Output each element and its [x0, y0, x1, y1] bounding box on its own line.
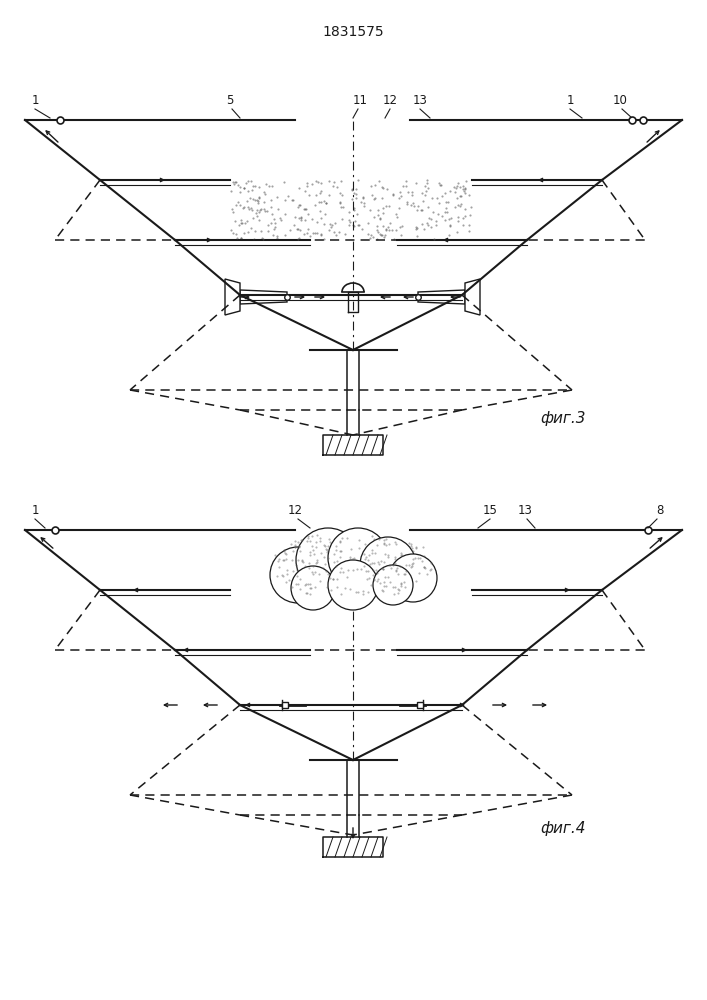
- Circle shape: [296, 528, 360, 592]
- Text: фиг.3: фиг.3: [540, 410, 585, 426]
- Circle shape: [360, 537, 416, 593]
- Circle shape: [291, 566, 335, 610]
- Text: фиг.4: фиг.4: [540, 820, 585, 836]
- Polygon shape: [240, 290, 287, 304]
- Polygon shape: [225, 279, 240, 315]
- Circle shape: [328, 560, 378, 610]
- Text: 13: 13: [518, 504, 532, 517]
- Text: 8: 8: [656, 504, 664, 517]
- Text: 1: 1: [31, 504, 39, 517]
- Text: 13: 13: [413, 94, 428, 107]
- Text: 1: 1: [31, 94, 39, 107]
- Circle shape: [328, 528, 388, 588]
- Circle shape: [270, 547, 326, 603]
- Text: 11: 11: [353, 94, 368, 107]
- Polygon shape: [465, 279, 480, 315]
- Text: 15: 15: [483, 504, 498, 517]
- Circle shape: [373, 565, 413, 605]
- Circle shape: [389, 554, 437, 602]
- Text: 12: 12: [382, 94, 397, 107]
- Text: 12: 12: [288, 504, 303, 517]
- Text: 1831575: 1831575: [322, 25, 384, 39]
- Polygon shape: [418, 290, 465, 304]
- Text: 10: 10: [612, 94, 627, 107]
- Text: 1: 1: [566, 94, 574, 107]
- Text: 5: 5: [226, 94, 234, 107]
